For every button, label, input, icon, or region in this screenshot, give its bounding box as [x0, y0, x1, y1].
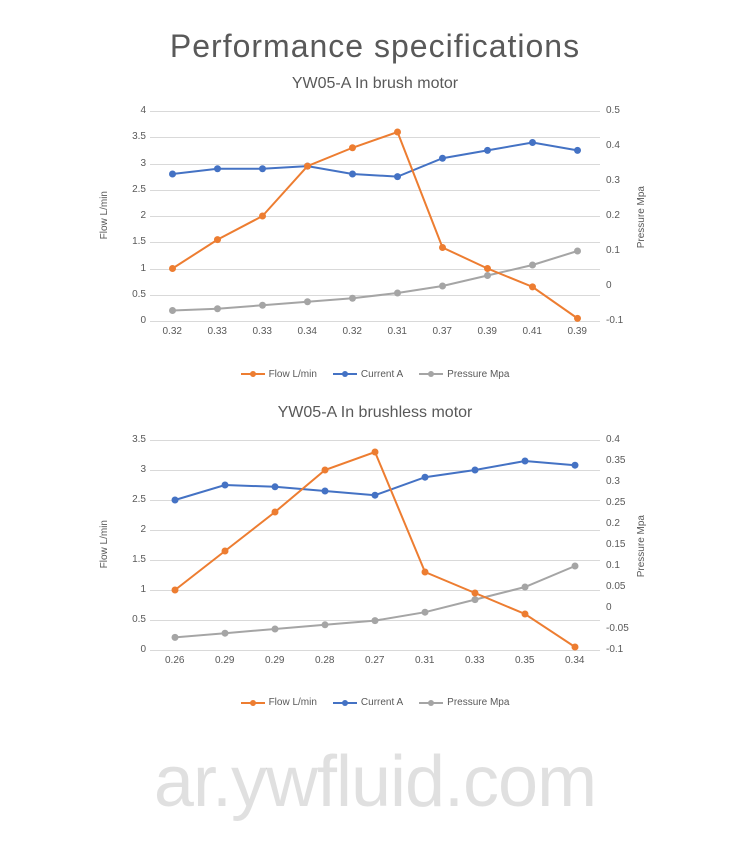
- series-marker-pressure: [522, 583, 529, 590]
- series-marker-current: [522, 457, 529, 464]
- legend-swatch-current: [333, 702, 357, 704]
- series-marker-current: [439, 155, 446, 162]
- series-marker-current: [322, 487, 329, 494]
- series-marker-flow: [439, 244, 446, 251]
- legend-swatch-current: [333, 373, 357, 375]
- series-line-flow: [173, 132, 578, 318]
- series-marker-pressure: [304, 298, 311, 305]
- chart-brush-plot: 00.511.522.533.54-0.100.10.20.30.40.50.3…: [95, 101, 655, 361]
- series-marker-flow: [529, 283, 536, 290]
- series-marker-flow: [422, 568, 429, 575]
- series-marker-current: [572, 461, 579, 468]
- series-marker-pressure: [259, 302, 266, 309]
- series-marker-pressure: [529, 262, 536, 269]
- legend-label-current: Current A: [361, 697, 403, 708]
- legend-item-flow: Flow L/min: [241, 697, 317, 708]
- series-marker-pressure: [422, 608, 429, 615]
- series-marker-flow: [372, 448, 379, 455]
- legend-label-pressure: Pressure Mpa: [447, 369, 509, 380]
- series-marker-pressure: [574, 248, 581, 255]
- series-marker-current: [222, 481, 229, 488]
- series-marker-flow: [522, 610, 529, 617]
- chart-brushless: YW05-A In brushless motor 00.511.522.533…: [75, 404, 675, 709]
- series-marker-flow: [304, 163, 311, 170]
- series-marker-pressure: [439, 283, 446, 290]
- series-marker-flow: [472, 589, 479, 596]
- chart-brush-legend: Flow L/min Current A Pressure Mpa: [75, 367, 675, 380]
- series-marker-flow: [574, 315, 581, 322]
- series-marker-flow: [322, 466, 329, 473]
- chart-svg: [95, 430, 655, 690]
- legend-item-current: Current A: [333, 369, 403, 380]
- series-marker-flow: [572, 643, 579, 650]
- legend-item-flow: Flow L/min: [241, 369, 317, 380]
- legend-item-current: Current A: [333, 697, 403, 708]
- series-marker-current: [169, 171, 176, 178]
- series-marker-pressure: [484, 272, 491, 279]
- chart-brush: YW05-A In brush motor 00.511.522.533.54-…: [75, 75, 675, 380]
- chart-brushless-plot: 00.511.522.533.5-0.1-0.0500.050.10.150.2…: [95, 430, 655, 690]
- series-marker-current: [472, 466, 479, 473]
- series-marker-pressure: [272, 625, 279, 632]
- series-marker-current: [349, 171, 356, 178]
- series-marker-flow: [214, 236, 221, 243]
- chart-brushless-legend: Flow L/min Current A Pressure Mpa: [75, 696, 675, 709]
- series-marker-pressure: [172, 633, 179, 640]
- legend-label-flow: Flow L/min: [269, 697, 317, 708]
- series-marker-pressure: [214, 305, 221, 312]
- series-marker-pressure: [394, 290, 401, 297]
- series-marker-flow: [484, 265, 491, 272]
- legend-label-pressure: Pressure Mpa: [447, 697, 509, 708]
- series-marker-flow: [172, 586, 179, 593]
- series-marker-pressure: [222, 629, 229, 636]
- series-marker-current: [394, 173, 401, 180]
- legend-item-pressure: Pressure Mpa: [419, 697, 509, 708]
- series-marker-pressure: [322, 621, 329, 628]
- chart-brushless-title: YW05-A In brushless motor: [75, 404, 675, 422]
- series-marker-flow: [394, 129, 401, 136]
- series-marker-flow: [169, 265, 176, 272]
- series-marker-current: [574, 147, 581, 154]
- series-marker-current: [272, 483, 279, 490]
- legend-swatch-flow: [241, 373, 265, 375]
- legend-swatch-pressure: [419, 702, 443, 704]
- series-marker-flow: [222, 547, 229, 554]
- series-marker-flow: [272, 508, 279, 515]
- legend-swatch-pressure: [419, 373, 443, 375]
- legend-swatch-flow: [241, 702, 265, 704]
- series-marker-pressure: [372, 617, 379, 624]
- series-marker-pressure: [472, 596, 479, 603]
- series-marker-pressure: [572, 562, 579, 569]
- legend-label-current: Current A: [361, 369, 403, 380]
- series-marker-current: [372, 491, 379, 498]
- chart-brush-title: YW05-A In brush motor: [75, 75, 675, 93]
- series-marker-current: [529, 139, 536, 146]
- legend-item-pressure: Pressure Mpa: [419, 369, 509, 380]
- series-line-pressure: [175, 566, 575, 637]
- series-marker-flow: [349, 144, 356, 151]
- series-line-current: [173, 143, 578, 177]
- legend-label-flow: Flow L/min: [269, 369, 317, 380]
- series-marker-current: [484, 147, 491, 154]
- series-marker-current: [259, 165, 266, 172]
- page-title: Performance specifications: [0, 0, 750, 75]
- series-marker-pressure: [169, 307, 176, 314]
- series-marker-current: [172, 496, 179, 503]
- chart-svg: [95, 101, 655, 361]
- watermark: ar.ywfluid.com: [0, 741, 750, 823]
- series-marker-current: [422, 473, 429, 480]
- series-marker-flow: [259, 213, 266, 220]
- series-marker-pressure: [349, 295, 356, 302]
- series-marker-current: [214, 165, 221, 172]
